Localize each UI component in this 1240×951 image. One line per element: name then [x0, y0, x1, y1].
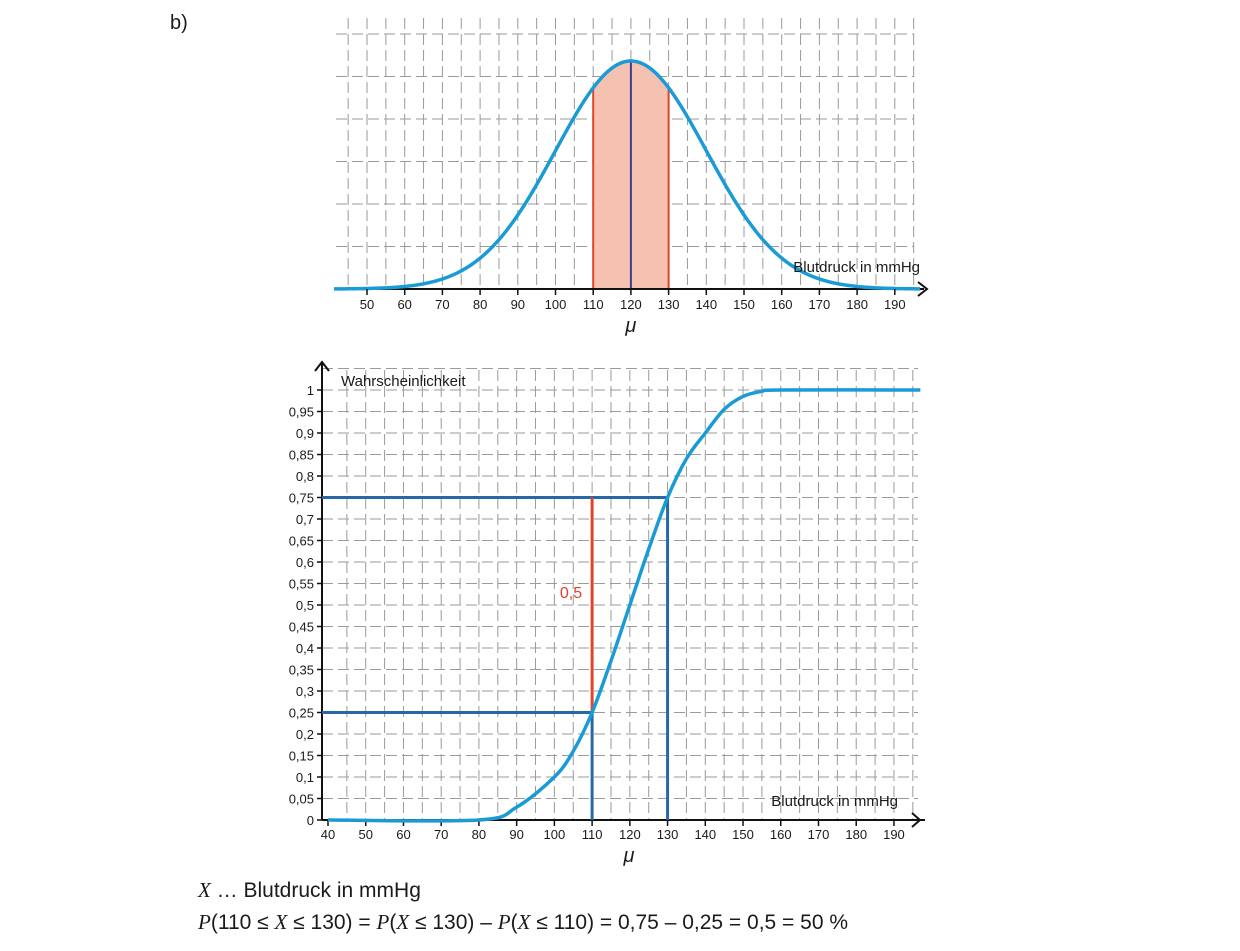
cdf-y-tick-label: 0,95: [289, 405, 314, 420]
cdf-y-tick-label: 0,8: [296, 469, 314, 484]
cdf-y-tick-label: 0,2: [296, 727, 314, 742]
density-curve: [333, 59, 921, 291]
solution-equation: P(110 ≤ X ≤ 130) = P(X ≤ 130) – P(X ≤ 11…: [198, 910, 849, 934]
cdf-y-tick-label: 0,05: [289, 792, 314, 807]
cdf-x-tick-label: 80: [472, 827, 486, 842]
cdf-y-tick-label: 0,75: [289, 491, 314, 506]
cdf-y-tick-label: 0,15: [289, 749, 314, 764]
cdf-x-tick-label: 90: [509, 827, 523, 842]
density-x-tick-label: 60: [397, 297, 411, 312]
cdf-x-axis-title: Blutdruck in mmHg: [771, 793, 898, 810]
density-x-tick-label: 190: [884, 297, 906, 312]
cdf-y-axis-title: Wahrscheinlichkeit: [341, 373, 466, 390]
density-x-tick-label: 150: [733, 297, 755, 312]
density-x-tick-label: 180: [846, 297, 868, 312]
cdf-x-tick-label: 180: [845, 827, 867, 842]
density-x-tick-label: 130: [658, 297, 680, 312]
density-x-tick-label: 90: [511, 297, 525, 312]
cdf-y-tick-label: 0,85: [289, 448, 314, 463]
cdf-y-tick-label: 0,5: [296, 598, 314, 613]
cdf-x-tick-label: 110: [582, 827, 603, 842]
cdf-x-tick-label: 150: [732, 827, 754, 842]
density-x-tick-label: 70: [435, 297, 449, 312]
cdf-x-tick-label: 190: [883, 827, 905, 842]
density-x-tick-label: 110: [583, 297, 604, 312]
density-x-tick-label: 100: [545, 297, 567, 312]
density-mean-symbol: μ: [624, 315, 636, 337]
cdf-x-tick-label: 60: [396, 827, 410, 842]
density-x-tick-label: 50: [360, 297, 374, 312]
cdf-x-tick-label: 160: [770, 827, 792, 842]
density-x-axis-title: Blutdruck in mmHg: [793, 259, 920, 276]
cdf-grid: [322, 368, 918, 820]
cdf-x-tick-label: 50: [358, 827, 372, 842]
cdf-y-tick-label: 0,6: [296, 555, 314, 570]
cdf-y-tick-label: 0,55: [289, 577, 314, 592]
cdf-x-tick-label: 70: [434, 827, 448, 842]
cdf-x-tick-label: 100: [544, 827, 566, 842]
cdf-y-tick-label: 0,1: [296, 770, 314, 785]
cdf-y-tick-label: 1: [307, 383, 314, 398]
density-x-tick-label: 140: [695, 297, 717, 312]
cdf-x-tick-label: 170: [808, 827, 830, 842]
cdf-x-tick-label: 130: [657, 827, 679, 842]
cdf-y-tick-label: 0,25: [289, 706, 314, 721]
density-x-tick-label: 170: [809, 297, 831, 312]
density-x-axis-arrow: [917, 281, 929, 297]
cdf-mean-symbol: μ: [623, 845, 635, 867]
cdf-y-tick-label: 0,65: [289, 534, 314, 549]
solution-definition: X … Blutdruck in mmHg: [198, 878, 421, 902]
cdf-x-tick-label: 140: [694, 827, 716, 842]
cdf-y-tick-label: 0,45: [289, 620, 314, 635]
cdf-x-tick-label: 40: [321, 827, 335, 842]
part-label: b): [170, 12, 188, 34]
cdf-x-axis-arrow: [911, 812, 922, 828]
density-x-tick-label: 120: [620, 297, 642, 312]
density-x-tick-label: 160: [771, 297, 793, 312]
cdf-x-tick-label: 120: [619, 827, 641, 842]
cdf-difference-label: 0,5: [560, 585, 582, 602]
cdf-y-tick-label: 0,35: [289, 663, 314, 678]
cdf-y-tick-label: 0,9: [296, 426, 314, 441]
cdf-curve: [327, 388, 921, 823]
cdf-y-tick-label: 0: [307, 813, 314, 828]
cdf-y-tick-label: 0,7: [296, 512, 314, 527]
cdf-y-tick-label: 0,3: [296, 684, 314, 699]
density-x-tick-label: 80: [473, 297, 487, 312]
cdf-y-tick-label: 0,4: [296, 641, 314, 656]
cdf-y-axis-arrow: [314, 360, 330, 372]
